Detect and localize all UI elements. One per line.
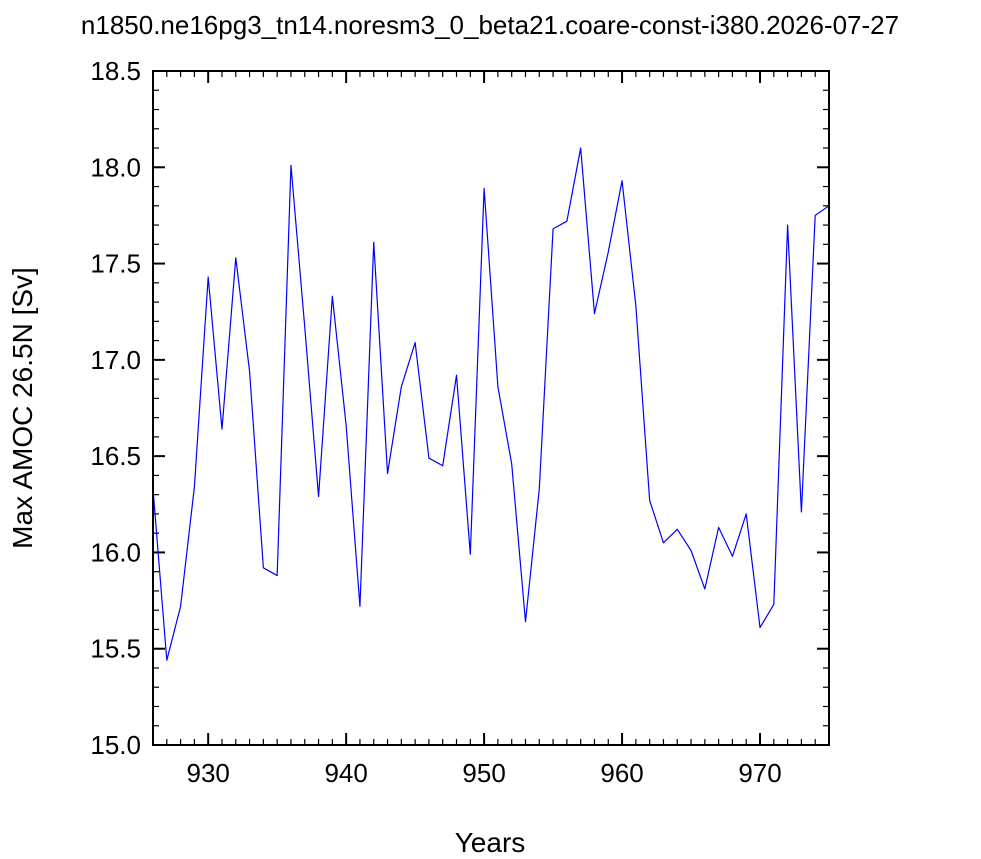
y-tick-label: 16.0 [90,537,141,567]
x-tick-label: 970 [738,758,781,788]
axis-ticks [152,70,830,746]
x-axis-label: Years [455,827,526,858]
y-axis-label: Max AMOC 26.5N [Sv] [7,267,38,549]
y-tick-label: 15.0 [90,730,141,760]
y-tick-label: 15.5 [90,634,141,664]
y-tick-label: 17.0 [90,345,141,375]
x-tick-label: 950 [462,758,505,788]
tick-labels: 930 940 950 960 970 15.0 15.5 16.0 16.5 17.0 17.5 1… [90,56,781,788]
plot-frame [152,70,830,746]
x-tick-label: 930 [186,758,229,788]
x-tick-label: 960 [600,758,643,788]
chart-title: n1850.ne16pg3_tn14.noresm3_0_beta21.coar… [81,10,899,40]
y-tick-label: 18.5 [90,56,141,86]
y-tick-label: 18.0 [90,152,141,182]
y-tick-label: 17.5 [90,249,141,279]
series-line [152,147,830,661]
y-tick-label: 16.5 [90,441,141,471]
x-tick-label: 940 [324,758,367,788]
